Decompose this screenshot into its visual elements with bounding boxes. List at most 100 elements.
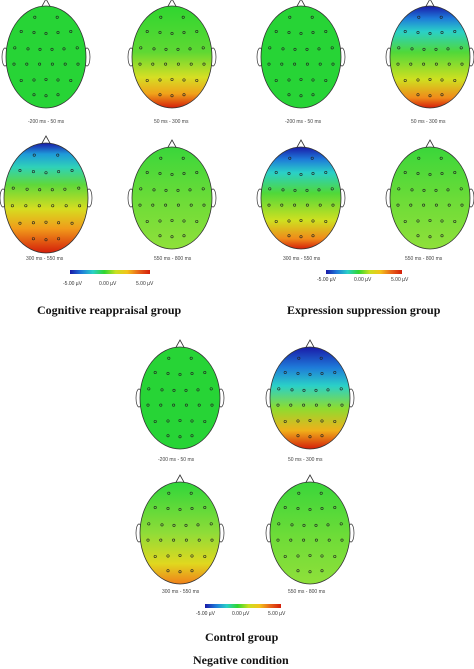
electrode-marker: [195, 219, 199, 223]
electrode-marker: [195, 29, 199, 33]
electrode-marker: [44, 220, 48, 224]
electrode-marker: [296, 569, 300, 573]
electrode-marker: [417, 156, 421, 160]
electrode-marker: [75, 46, 79, 50]
electrode-marker: [158, 31, 162, 35]
electrode-marker: [139, 187, 143, 191]
electrode-marker: [160, 388, 164, 392]
electrode-marker: [57, 170, 61, 174]
electrode-marker: [319, 356, 323, 360]
electrode-marker: [164, 203, 168, 207]
electrode-marker: [308, 373, 312, 377]
group3-map4-time-label: 550 ms - 800 ms: [288, 589, 326, 595]
electrode-marker: [281, 47, 285, 51]
electrode-marker: [314, 403, 318, 407]
electrode-marker: [195, 171, 199, 175]
electrode-marker: [276, 403, 280, 407]
electrode-marker: [184, 388, 188, 392]
electrode-marker: [314, 538, 318, 542]
electrode-marker: [44, 94, 48, 98]
head-map: [135, 339, 225, 450]
electrode-marker: [182, 234, 186, 238]
electrode-marker: [428, 94, 432, 98]
electrode-marker: [178, 373, 182, 377]
electrode-marker: [459, 187, 463, 191]
electrode-marker: [439, 156, 443, 160]
electrode-marker: [287, 93, 291, 97]
electrode-marker: [146, 403, 150, 407]
electrode-marker: [440, 172, 444, 176]
electrode-marker: [197, 403, 201, 407]
scalp-map: [260, 5, 342, 109]
electrode-marker: [18, 169, 22, 173]
group2-colorbar-max-label: 5.00 µV: [391, 277, 409, 283]
electrode-marker: [172, 538, 176, 542]
electrode-marker: [147, 387, 151, 391]
electrode-marker: [317, 47, 321, 51]
electrode-marker: [289, 538, 293, 542]
scalp-map: [139, 346, 221, 450]
electrode-marker: [396, 203, 400, 207]
electrode-marker: [277, 522, 281, 526]
electrode-marker: [38, 62, 42, 66]
electrode-marker: [403, 78, 407, 82]
electrode-marker: [202, 203, 206, 207]
electrode-marker: [410, 188, 414, 192]
electrode-marker: [339, 387, 343, 391]
electrode-marker: [305, 62, 309, 66]
electrode-marker: [311, 172, 315, 176]
electrode-marker: [446, 188, 450, 192]
electrode-marker: [190, 569, 194, 573]
electrode-marker: [268, 46, 272, 50]
group3-colorbar-min-label: -5.00 µV: [196, 611, 216, 617]
electrode-marker: [26, 47, 30, 51]
electrode-marker: [159, 15, 163, 19]
electrode-marker: [25, 62, 29, 66]
electrode-marker: [170, 32, 174, 36]
electrode-marker: [38, 47, 42, 51]
electrode-marker: [280, 203, 284, 207]
group3-map3-time-label: 300 ms - 550 ms: [162, 589, 200, 595]
group1-map1-time-label: -200 ms - 50 ms: [28, 119, 65, 125]
electrode-marker: [166, 569, 170, 573]
electrode-marker: [203, 419, 207, 423]
electrode-marker: [210, 538, 214, 542]
electrode-marker: [57, 237, 61, 241]
electrode-marker: [153, 419, 157, 423]
electrode-marker: [160, 523, 164, 527]
electrode-marker: [416, 234, 420, 238]
electrode-marker: [428, 173, 432, 177]
group3-colorbar-mid-label: 0.00 µV: [232, 611, 250, 617]
electrode-marker: [283, 419, 287, 423]
electrode-marker: [308, 553, 312, 557]
electrode-marker: [44, 77, 48, 81]
electrode-marker: [267, 62, 271, 66]
electrode-marker: [308, 508, 312, 512]
electrode-marker: [440, 234, 444, 238]
electrode-marker: [314, 388, 318, 392]
electrode-marker: [64, 204, 68, 208]
electrode-marker: [184, 538, 188, 542]
electrode-marker: [297, 491, 301, 495]
electrode-marker: [62, 47, 66, 51]
electrode-marker: [422, 47, 426, 51]
electrode-marker: [302, 403, 306, 407]
electrode-marker: [283, 505, 287, 509]
electrode-marker: [153, 505, 157, 509]
electrode-marker: [151, 203, 155, 207]
electrode-marker: [31, 237, 35, 241]
electrode-marker: [56, 31, 60, 35]
electrode-marker: [320, 569, 324, 573]
group1-colorbar-max-label: 5.00 µV: [136, 281, 154, 287]
electrode-marker: [460, 203, 464, 207]
electrode-marker: [182, 93, 186, 97]
electrode-marker: [78, 204, 82, 208]
electrode-marker: [50, 188, 54, 192]
electrode-marker: [203, 370, 207, 374]
electrode-marker: [434, 47, 438, 51]
electrode-marker: [202, 62, 206, 66]
electrode-marker: [296, 419, 300, 423]
electrode-marker: [317, 188, 321, 192]
electrode-marker: [318, 203, 322, 207]
